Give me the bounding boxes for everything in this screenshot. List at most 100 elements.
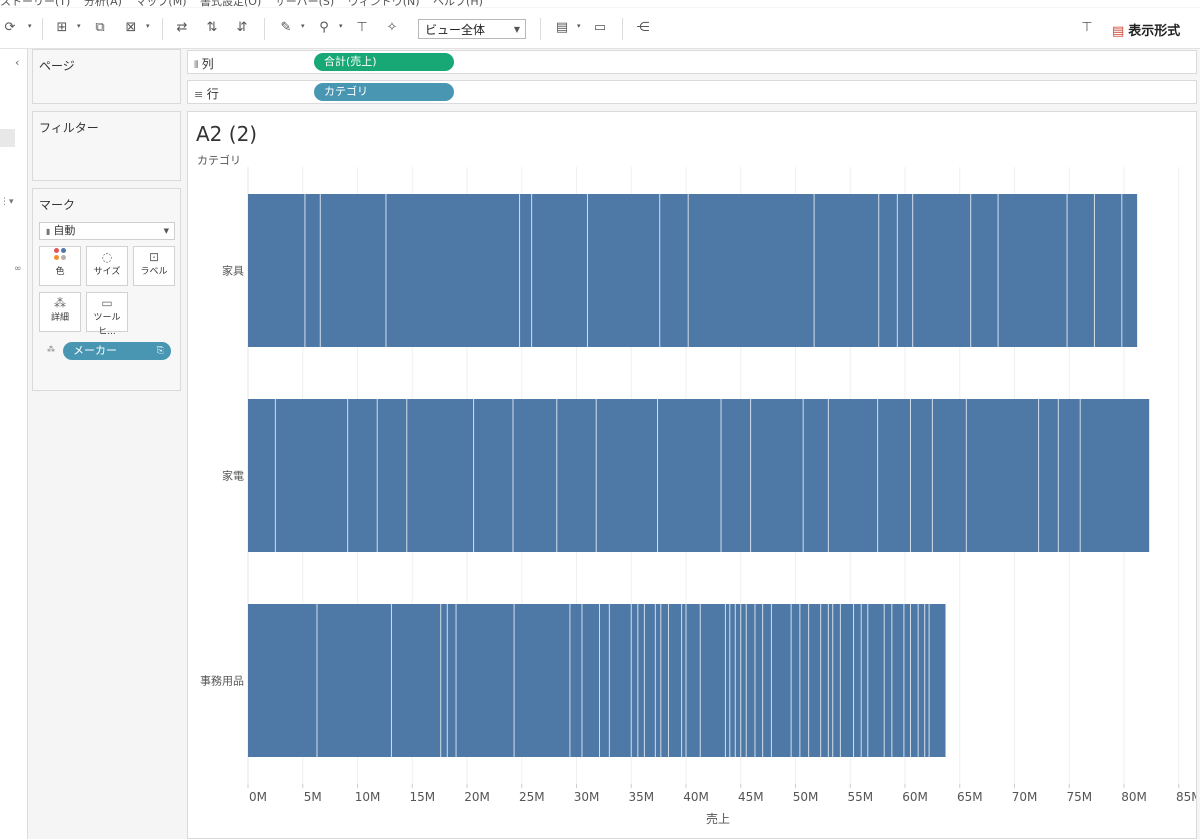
detail-button[interactable]: ⁂ 詳細 <box>39 292 81 332</box>
tooltip-icon: ▭ <box>101 296 113 310</box>
field-type-icon: ⋮ <box>0 197 9 207</box>
pin-axes-icon[interactable]: ✧ <box>386 20 398 35</box>
highlight-dropdown-icon[interactable]: ▾ <box>301 22 305 30</box>
size-button[interactable]: ◌ サイズ <box>86 246 128 286</box>
dimension-icon: ⎘ <box>156 346 164 356</box>
x-tick-label: 20M <box>464 790 490 804</box>
share-icon[interactable]: ⋲ <box>636 20 650 35</box>
bar-2[interactable] <box>248 604 946 757</box>
group-icon[interactable]: ⚲ <box>319 20 329 35</box>
columns-shelf[interactable]: ⦀ 列 合計(売上) <box>187 50 1197 74</box>
size-button-label: サイズ <box>93 267 121 277</box>
row-field-header[interactable]: カテゴリ <box>197 154 241 167</box>
toolbar-divider <box>540 18 541 40</box>
data-pane: ‹ ⋮ ▾ ∞ <box>0 49 28 839</box>
show-labels-icon[interactable]: ⊤ <box>356 20 368 35</box>
view-size-select[interactable]: ビュー全体 ▼ <box>418 19 526 39</box>
data-pane-selected-row[interactable] <box>0 129 15 147</box>
category-label[interactable]: 家電 <box>222 469 244 483</box>
x-axis-title: 売上 <box>706 811 730 826</box>
x-tick-label: 55M <box>847 790 873 804</box>
refresh-icon[interactable]: ⟳ <box>4 20 16 35</box>
rows-shelf[interactable]: ≡ 行 カテゴリ <box>187 80 1197 104</box>
marks-card: マーク ▮ 自動 ▼ 色 ◌ サイズ ⊡ ラベル ⁂ 詳細 ▭ ツールヒ... ⁂… <box>32 188 181 391</box>
dropdown-icon[interactable]: ▾ <box>9 197 14 207</box>
menu-bar: ストーリー(T) 分析(A) マップ(M) 書式設定(O) サーバー(S) ウィ… <box>0 0 1200 8</box>
show-cards-icon[interactable]: ▤ <box>555 20 569 35</box>
category-pill[interactable]: カテゴリ <box>314 83 454 101</box>
x-tick-label: 40M <box>683 790 709 804</box>
menu-item-format[interactable]: 書式設定(O) <box>200 0 262 8</box>
sort-ascending-icon[interactable]: ⇅ <box>206 20 218 35</box>
x-tick-label: 45M <box>738 790 764 804</box>
x-tick-label: 65M <box>957 790 983 804</box>
toolbar-divider <box>622 18 623 40</box>
refresh-dropdown-icon[interactable]: ▾ <box>28 22 32 30</box>
chevron-down-icon: ▼ <box>163 227 169 235</box>
bar-1[interactable] <box>248 399 1150 552</box>
clear-sheet-icon[interactable]: ⊠ <box>125 20 137 35</box>
detail-button-label: 詳細 <box>50 313 69 323</box>
link-icon[interactable]: ∞ <box>14 264 22 274</box>
color-icon <box>40 247 80 265</box>
bar-chart-icon: ▮ <box>46 227 51 236</box>
label-button[interactable]: ⊡ ラベル <box>133 246 175 286</box>
clear-dropdown-icon[interactable]: ▾ <box>146 22 150 30</box>
marks-card-title: マーク <box>39 198 76 212</box>
detail-icon: ⁂ <box>54 296 66 310</box>
toolbar-divider <box>42 18 43 40</box>
color-button[interactable]: 色 <box>39 246 81 286</box>
menu-item-story[interactable]: ストーリー(T) <box>0 0 71 8</box>
x-tick-label: 5M <box>304 790 322 804</box>
mark-type-value: 自動 <box>53 224 76 237</box>
bar-0[interactable] <box>248 194 1138 347</box>
collapse-pane-icon[interactable]: ‹ <box>15 56 20 69</box>
new-sheet-icon[interactable]: ⊞ <box>56 20 68 35</box>
maker-pill-label: メーカー <box>73 344 117 357</box>
detail-icon: ⁂ <box>47 345 55 354</box>
menu-item-map[interactable]: マップ(M) <box>135 0 187 8</box>
maker-detail-pill[interactable]: メーカー ⎘ <box>63 342 171 360</box>
filters-card-title: フィルター <box>39 121 99 135</box>
tooltip-button[interactable]: ▭ ツールヒ... <box>86 292 128 337</box>
size-icon: ◌ <box>101 250 113 264</box>
pages-card[interactable]: ページ <box>32 49 181 104</box>
rows-shelf-label: ≡ 行 <box>194 87 219 101</box>
filters-card[interactable]: フィルター <box>32 111 181 181</box>
menu-item-server[interactable]: サーバー(S) <box>274 0 335 8</box>
sheet-title: A2 (2) <box>196 122 258 146</box>
highlight-icon[interactable]: ✎ <box>280 20 292 35</box>
worksheet-view: A2 (2) カテゴリ 家具 家電 事務用品 0M 5M 10M 15M 20M 25M 30M… <box>187 111 1197 839</box>
x-tick-label: 75M <box>1066 790 1092 804</box>
x-tick-label: 60M <box>902 790 928 804</box>
show-cards-dropdown-icon[interactable]: ▾ <box>577 22 581 30</box>
sum-sales-pill[interactable]: 合計(売上) <box>314 53 454 71</box>
color-button-label: 色 <box>55 267 65 277</box>
format-painter-icon[interactable]: ⊤ <box>1081 20 1093 35</box>
x-tick-label: 10M <box>355 790 381 804</box>
swap-rows-columns-icon[interactable]: ⇄ <box>176 20 188 35</box>
chevron-down-icon: ▼ <box>513 25 520 34</box>
menu-item-window[interactable]: ウィンドウ(N) <box>347 0 420 8</box>
x-tick-label: 85M <box>1176 790 1196 804</box>
sort-descending-icon[interactable]: ⇵ <box>236 20 248 35</box>
columns-shelf-label: ⦀ 列 <box>194 57 214 71</box>
view-size-value: ビュー全体 <box>425 23 486 37</box>
menu-item-analysis[interactable]: 分析(A) <box>83 0 122 8</box>
rows-icon: ≡ <box>194 88 207 101</box>
menu-item-help[interactable]: ヘルプ(H) <box>433 0 483 8</box>
group-dropdown-icon[interactable]: ▾ <box>339 22 343 30</box>
category-label[interactable]: 事務用品 <box>200 674 244 688</box>
new-sheet-dropdown-icon[interactable]: ▾ <box>77 22 81 30</box>
mark-type-select[interactable]: ▮ 自動 ▼ <box>39 222 175 240</box>
tooltip-button-label: ツールヒ... <box>93 313 121 337</box>
x-tick-label: 35M <box>628 790 654 804</box>
show-me-button[interactable]: ▤ 表示形式 <box>1112 20 1180 39</box>
label-button-label: ラベル <box>140 267 168 277</box>
presentation-mode-icon[interactable]: ▭ <box>593 20 607 35</box>
show-me-label: 表示形式 <box>1128 24 1181 39</box>
category-label[interactable]: 家具 <box>222 264 244 278</box>
x-tick-label: 0M <box>249 790 267 804</box>
duplicate-sheet-icon[interactable]: ⧉ <box>95 20 105 35</box>
